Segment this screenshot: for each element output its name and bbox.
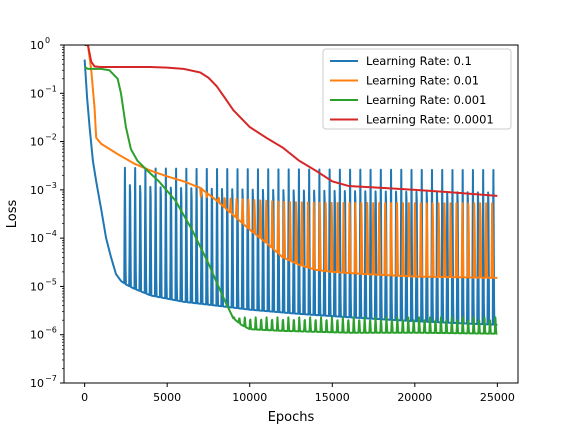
y-tick-label: 10 (30, 87, 44, 100)
y-tick-label: 10 (30, 184, 44, 197)
legend-label-2: Learning Rate: 0.01 (366, 74, 479, 88)
y-tick-exponent: −1 (45, 84, 57, 93)
plot-area (63, 44, 519, 384)
y-tick-label: 10 (30, 232, 44, 245)
y-tick-label: 10 (30, 39, 44, 52)
series-line-4 (83, 45, 499, 197)
x-tick-label: 5000 (153, 391, 181, 404)
series-group (83, 45, 499, 335)
y-tick-label: 10 (30, 136, 44, 149)
y-tick-label: 10 (30, 377, 44, 390)
x-tick-label: 20000 (397, 391, 432, 404)
y-tick-label: 10 (30, 329, 44, 342)
y-tick-label: 10 (30, 280, 44, 293)
y-tick-exponent: −3 (45, 181, 57, 190)
legend: Learning Rate: 0.1 Learning Rate: 0.01 Lea… (322, 48, 512, 130)
x-tick-label: 10000 (232, 391, 267, 404)
x-tick-label: 0 (81, 391, 88, 404)
x-tick-label: 25000 (480, 391, 515, 404)
y-tick-exponent: −4 (45, 229, 57, 238)
y-tick-exponent: −6 (45, 326, 57, 335)
x-tick-label: 15000 (315, 391, 350, 404)
y-tick-exponent: 0 (45, 36, 50, 45)
series-line-1 (83, 59, 499, 326)
y-tick-exponent: −5 (45, 277, 57, 286)
legend-label-4: Learning Rate: 0.0001 (366, 113, 494, 127)
x-axis-label: Epochs (268, 410, 315, 425)
series-line-2 (83, 45, 499, 279)
plot-frame (63, 44, 519, 384)
y-tick-exponent: −7 (45, 374, 57, 383)
legend-label-1: Learning Rate: 0.1 (366, 54, 472, 68)
series-line-3 (83, 66, 499, 335)
x-axis: 0 5000 10000 15000 20000 25000 (81, 383, 515, 404)
y-axis-label: Loss (5, 200, 20, 229)
legend-box (322, 48, 512, 130)
legend-label-3: Learning Rate: 0.001 (366, 93, 486, 107)
y-tick-exponent: −2 (45, 133, 57, 142)
